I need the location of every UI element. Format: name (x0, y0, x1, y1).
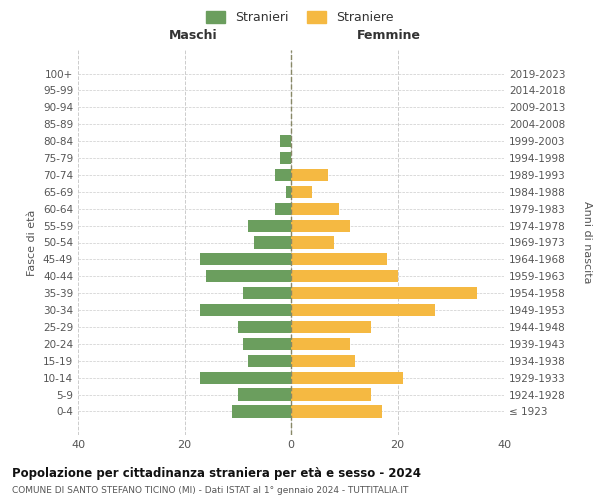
Bar (248, 354, 291, 367)
Bar (291, 202, 339, 215)
Bar (291, 338, 350, 350)
Bar (291, 186, 313, 198)
Bar (291, 236, 334, 248)
Bar (291, 388, 371, 400)
Bar (286, 186, 291, 198)
Bar (291, 270, 398, 282)
Bar (200, 304, 291, 316)
Bar (291, 406, 382, 417)
Bar (206, 270, 291, 282)
Bar (243, 287, 291, 300)
Bar (280, 152, 291, 164)
Bar (291, 169, 328, 181)
Bar (291, 354, 355, 367)
Bar (275, 169, 291, 181)
Bar (238, 388, 291, 400)
Bar (280, 135, 291, 147)
Bar (291, 372, 403, 384)
Text: Maschi: Maschi (169, 30, 217, 43)
Y-axis label: Fasce di età: Fasce di età (28, 210, 37, 276)
Text: Femmine: Femmine (357, 30, 421, 43)
Bar (232, 406, 291, 417)
Y-axis label: Anni di nascita: Anni di nascita (582, 201, 592, 284)
Bar (291, 220, 350, 232)
Bar (238, 321, 291, 333)
Bar (291, 304, 435, 316)
Bar (200, 254, 291, 266)
Legend: Stranieri, Straniere: Stranieri, Straniere (202, 6, 398, 29)
Bar (248, 220, 291, 232)
Text: Popolazione per cittadinanza straniera per età e sesso - 2024: Popolazione per cittadinanza straniera p… (12, 468, 421, 480)
Bar (200, 372, 291, 384)
Bar (291, 254, 387, 266)
Bar (291, 287, 478, 300)
Bar (243, 338, 291, 350)
Bar (291, 321, 371, 333)
Bar (275, 202, 291, 215)
Text: COMUNE DI SANTO STEFANO TICINO (MI) - Dati ISTAT al 1° gennaio 2024 - TUTTITALIA: COMUNE DI SANTO STEFANO TICINO (MI) - Da… (12, 486, 409, 495)
Bar (254, 236, 291, 248)
